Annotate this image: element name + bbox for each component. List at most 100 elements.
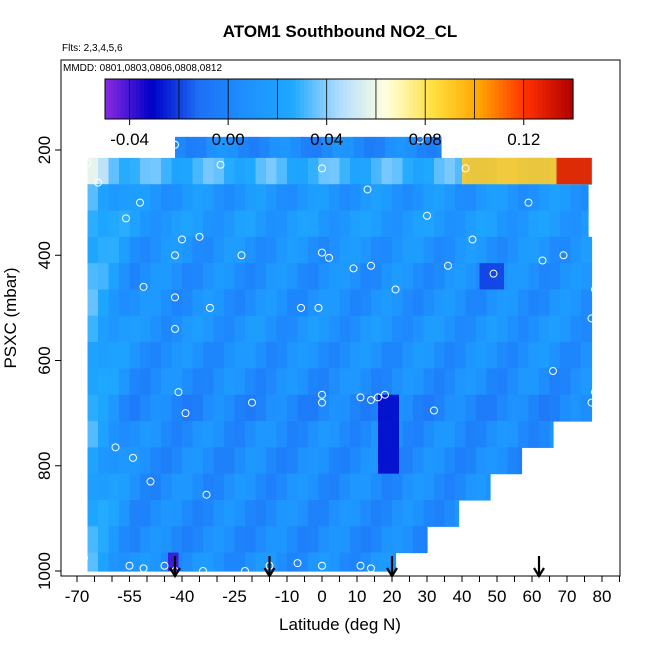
heatmap-cell — [528, 342, 540, 369]
heatmap-cell — [266, 473, 278, 501]
colorbar-segment — [393, 79, 399, 119]
heatmap-cell — [108, 289, 120, 317]
heatmap-cell — [476, 394, 488, 422]
heatmap-cell — [150, 315, 162, 343]
heatmap-cell — [381, 526, 393, 554]
heatmap-cell — [245, 499, 257, 527]
heatmap-cell — [444, 473, 456, 501]
heatmap-cell — [455, 473, 467, 501]
heatmap-cell — [255, 447, 267, 475]
heatmap-cell — [437, 136, 442, 159]
sample-point — [94, 178, 102, 187]
sample-point — [181, 409, 190, 418]
heatmap-cell — [402, 421, 414, 448]
heatmap-cell — [465, 263, 477, 291]
heatmap-cell — [423, 289, 435, 317]
heatmap-cell — [140, 289, 152, 317]
heatmap-cell — [98, 447, 110, 475]
heatmap-cell — [350, 342, 362, 369]
heatmap-cell — [175, 136, 187, 159]
heatmap-cell — [444, 210, 456, 238]
heatmap-cell — [402, 526, 414, 554]
heatmap-cell — [140, 421, 152, 448]
heatmap-cell — [308, 394, 320, 422]
heatmap-cell — [318, 447, 330, 475]
heatmap-cell — [381, 263, 393, 291]
heatmap-cell — [266, 236, 278, 264]
heatmap-cell — [87, 315, 99, 343]
colorbar-segment — [479, 79, 484, 119]
colorbar-segment — [112, 79, 118, 119]
heatmap-cell — [329, 263, 341, 291]
heatmap-cell — [203, 263, 215, 291]
heatmap-cell — [182, 263, 194, 291]
heatmap-cell — [98, 210, 110, 238]
colorbar-segment — [335, 79, 340, 119]
heatmap-cell — [245, 289, 257, 317]
heatmap-cell — [276, 342, 288, 369]
colorbar-segment — [264, 79, 270, 119]
colorbar-segment — [167, 79, 172, 119]
heatmap-cell — [339, 315, 351, 343]
heatmap-cell — [297, 263, 309, 291]
colorbar-segment — [214, 79, 219, 119]
heatmap-cell — [423, 342, 435, 369]
heatmap-cell — [423, 236, 435, 264]
heatmap-cell — [108, 315, 120, 343]
colorbar-segment — [487, 79, 492, 119]
heatmap-cell — [549, 236, 561, 264]
heatmap-cell — [287, 342, 299, 369]
colorbar-segment — [210, 79, 215, 119]
heatmap-cell — [150, 473, 162, 501]
heatmap-cell — [224, 394, 236, 422]
x-tick-label: 10 — [348, 587, 367, 606]
heatmap-cell — [518, 210, 530, 238]
colorbar-segment — [245, 79, 250, 119]
heatmap-cell — [434, 210, 446, 238]
x-tick-label: 20 — [383, 587, 402, 606]
colorbar-segment — [537, 79, 543, 119]
heatmap-cell — [392, 315, 404, 343]
colorbar-segment — [237, 79, 243, 119]
heatmap-cell — [182, 157, 194, 185]
heatmap-cell — [140, 236, 152, 264]
heatmap-cell — [213, 368, 225, 396]
heatmap-cell — [465, 236, 477, 264]
heatmap-cell — [276, 473, 288, 501]
heatmap-cell — [371, 236, 383, 264]
heatmap-cell — [549, 315, 561, 343]
heatmap-cell — [381, 157, 393, 185]
heatmap-cell — [266, 552, 278, 572]
heatmap-cell — [182, 184, 194, 212]
heatmap-cell — [108, 184, 120, 212]
heatmap-cell — [455, 394, 467, 422]
colorbar-segment — [315, 79, 321, 119]
heatmap-cell — [129, 236, 141, 264]
heatmap-cell — [497, 394, 509, 422]
heatmap-cell — [360, 552, 372, 572]
heatmap-cell — [318, 315, 330, 343]
heatmap-cell — [150, 263, 162, 291]
colorbar-tick-label: 0.00 — [212, 130, 245, 149]
heatmap-cell — [182, 289, 194, 317]
heatmap-cell — [182, 421, 194, 448]
heatmap-cell — [413, 447, 425, 475]
colorbar-segment — [202, 79, 207, 119]
x-tick-label: 50 — [488, 587, 507, 606]
colorbar-segment — [342, 79, 348, 119]
heatmap-cell — [560, 184, 572, 212]
heatmap-cell — [287, 236, 299, 264]
heatmap-cell — [276, 263, 288, 291]
heatmap-cell — [192, 315, 204, 343]
heatmap-cell — [266, 184, 278, 212]
heatmap-cell — [444, 342, 456, 369]
heatmap-cell — [318, 526, 330, 554]
heatmap-cell — [255, 473, 267, 501]
heatmap-anomaly-cell — [378, 394, 399, 474]
sample-point — [367, 564, 375, 573]
flights-note: Flts: 2,3,4,5,6 — [62, 43, 123, 54]
heatmap-cell — [507, 421, 519, 448]
heatmap-cell — [350, 157, 362, 185]
heatmap-cell — [371, 499, 383, 527]
colorbar-segment — [163, 79, 168, 119]
